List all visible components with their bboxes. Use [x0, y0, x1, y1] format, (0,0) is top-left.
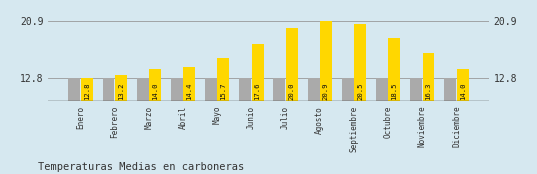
Bar [251, 44, 264, 101]
Bar [286, 27, 297, 101]
Text: 14.0: 14.0 [152, 83, 158, 100]
Bar [423, 53, 434, 101]
Bar [273, 78, 286, 101]
Bar [354, 24, 366, 101]
Bar [149, 69, 161, 101]
Bar [308, 78, 320, 101]
Bar [445, 78, 456, 101]
Text: 20.5: 20.5 [357, 83, 363, 100]
Bar [183, 67, 195, 101]
Bar [376, 78, 388, 101]
Text: 13.2: 13.2 [118, 83, 124, 100]
Bar [171, 78, 183, 101]
Text: 17.6: 17.6 [255, 83, 260, 100]
Bar [115, 75, 127, 101]
Text: 15.7: 15.7 [220, 83, 227, 100]
Bar [205, 78, 217, 101]
Text: 16.3: 16.3 [425, 83, 432, 100]
Bar [240, 78, 251, 101]
Bar [103, 78, 114, 101]
Bar [388, 38, 400, 101]
Text: 20.9: 20.9 [323, 83, 329, 100]
Bar [320, 21, 332, 101]
Bar [137, 78, 149, 101]
Text: Temperaturas Medias en carboneras: Temperaturas Medias en carboneras [38, 162, 244, 172]
Text: 14.4: 14.4 [186, 83, 192, 100]
Text: 14.0: 14.0 [460, 83, 466, 100]
Bar [342, 78, 354, 101]
Text: 18.5: 18.5 [391, 83, 397, 100]
Text: 12.8: 12.8 [84, 83, 90, 100]
Text: 20.0: 20.0 [289, 83, 295, 100]
Bar [217, 58, 229, 101]
Bar [456, 69, 469, 101]
Bar [68, 78, 81, 101]
Bar [81, 78, 92, 101]
Bar [410, 78, 422, 101]
